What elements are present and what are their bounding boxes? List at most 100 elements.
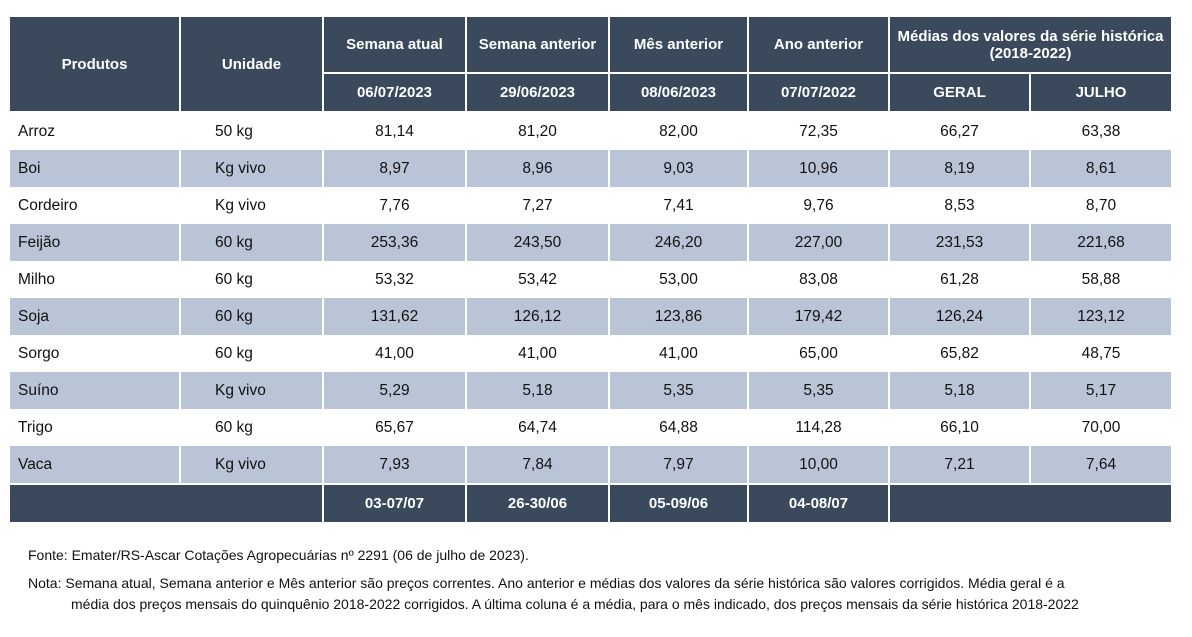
cell-julho: 8,61: [1029, 150, 1173, 187]
cell-produto: Sorgo: [8, 335, 181, 372]
cell-julho: 58,88: [1029, 261, 1173, 298]
header-date-semana-atual: 06/07/2023: [322, 72, 467, 113]
cell-semana-atual: 5,29: [322, 372, 467, 409]
table-row: Feijão 60 kg 253,36 243,50 246,20 227,00…: [8, 224, 1173, 261]
cell-geral: 8,19: [888, 150, 1031, 187]
cell-unidade: 60 kg: [179, 335, 324, 372]
cell-julho: 123,12: [1029, 298, 1173, 335]
footer-mes-anterior: 05-09/06: [608, 483, 749, 524]
notes-section: Fonte: Emater/RS-Ascar Cotações Agropecu…: [8, 545, 1183, 615]
table-footer-row: 03-07/07 26-30/06 05-09/06 04-08/07: [8, 483, 1173, 524]
cell-semana-anterior: 7,27: [465, 187, 610, 224]
source-note: Fonte: Emater/RS-Ascar Cotações Agropecu…: [28, 547, 529, 563]
cell-mes-anterior: 123,86: [608, 298, 749, 335]
cell-mes-anterior: 64,88: [608, 409, 749, 446]
cell-unidade: 60 kg: [179, 409, 324, 446]
cell-unidade: Kg vivo: [179, 372, 324, 409]
cell-ano-anterior: 9,76: [747, 187, 890, 224]
header-ano-anterior: Ano anterior: [747, 15, 890, 74]
cell-semana-atual: 253,36: [322, 224, 467, 261]
cell-semana-atual: 53,32: [322, 261, 467, 298]
table-row: Trigo 60 kg 65,67 64,74 64,88 114,28 66,…: [8, 409, 1173, 446]
cell-julho: 8,70: [1029, 187, 1173, 224]
header-semana-atual: Semana atual: [322, 15, 467, 74]
header-produtos: Produtos: [8, 15, 181, 113]
cell-semana-atual: 8,97: [322, 150, 467, 187]
cell-semana-atual: 65,67: [322, 409, 467, 446]
footer-medias-blank: [888, 483, 1173, 524]
table-row: Milho 60 kg 53,32 53,42 53,00 83,08 61,2…: [8, 261, 1173, 298]
cell-geral: 231,53: [888, 224, 1031, 261]
cell-produto: Feijão: [8, 224, 181, 261]
cell-mes-anterior: 82,00: [608, 112, 749, 150]
header-date-semana-anterior: 29/06/2023: [465, 72, 610, 113]
header-mes-anterior: Mês anterior: [608, 15, 749, 74]
cell-unidade: Kg vivo: [179, 187, 324, 224]
cell-julho: 7,64: [1029, 446, 1173, 484]
header-date-mes-anterior: 08/06/2023: [608, 72, 749, 113]
cell-semana-anterior: 126,12: [465, 298, 610, 335]
cell-unidade: 50 kg: [179, 112, 324, 150]
table-row: Cordeiro Kg vivo 7,76 7,27 7,41 9,76 8,5…: [8, 187, 1173, 224]
cell-julho: 48,75: [1029, 335, 1173, 372]
cell-produto: Trigo: [8, 409, 181, 446]
cell-mes-anterior: 53,00: [608, 261, 749, 298]
header-medias: Médias dos valores da série histórica (2…: [888, 15, 1173, 74]
cell-unidade: Kg vivo: [179, 150, 324, 187]
cell-ano-anterior: 114,28: [747, 409, 890, 446]
cell-mes-anterior: 9,03: [608, 150, 749, 187]
cell-ano-anterior: 72,35: [747, 112, 890, 150]
nota-line-2: média dos preços mensais do quinquênio 2…: [71, 596, 1079, 612]
cell-produto: Soja: [8, 298, 181, 335]
table-row: Sorgo 60 kg 41,00 41,00 41,00 65,00 65,8…: [8, 335, 1173, 372]
cell-julho: 221,68: [1029, 224, 1173, 261]
cell-unidade: Kg vivo: [179, 446, 324, 484]
cell-semana-anterior: 7,84: [465, 446, 610, 484]
cell-geral: 65,82: [888, 335, 1031, 372]
cell-produto: Cordeiro: [8, 187, 181, 224]
cell-semana-atual: 81,14: [322, 112, 467, 150]
footer-semana-anterior: 26-30/06: [465, 483, 610, 524]
nota-line-1: Nota: Semana atual, Semana anterior e Mê…: [28, 575, 1065, 591]
cell-semana-anterior: 41,00: [465, 335, 610, 372]
cell-unidade: 60 kg: [179, 224, 324, 261]
cell-mes-anterior: 5,35: [608, 372, 749, 409]
cell-mes-anterior: 246,20: [608, 224, 749, 261]
price-table: Produtos Unidade Semana atual Semana ant…: [8, 15, 1173, 524]
cell-produto: Boi: [8, 150, 181, 187]
cell-ano-anterior: 10,96: [747, 150, 890, 187]
cell-ano-anterior: 227,00: [747, 224, 890, 261]
cell-ano-anterior: 5,35: [747, 372, 890, 409]
cell-julho: 63,38: [1029, 112, 1173, 150]
cell-geral: 5,18: [888, 372, 1031, 409]
cell-ano-anterior: 10,00: [747, 446, 890, 484]
footer-blank: [8, 483, 324, 524]
cell-produto: Arroz: [8, 112, 181, 150]
cell-mes-anterior: 41,00: [608, 335, 749, 372]
cell-julho: 70,00: [1029, 409, 1173, 446]
cell-semana-anterior: 5,18: [465, 372, 610, 409]
cell-ano-anterior: 179,42: [747, 298, 890, 335]
cell-semana-anterior: 8,96: [465, 150, 610, 187]
cell-julho: 5,17: [1029, 372, 1173, 409]
cell-produto: Suíno: [8, 372, 181, 409]
cell-semana-anterior: 64,74: [465, 409, 610, 446]
cell-geral: 66,10: [888, 409, 1031, 446]
cell-semana-atual: 7,93: [322, 446, 467, 484]
cell-semana-anterior: 243,50: [465, 224, 610, 261]
cell-semana-atual: 41,00: [322, 335, 467, 372]
header-julho: JULHO: [1029, 72, 1173, 113]
table-row: Soja 60 kg 131,62 126,12 123,86 179,42 1…: [8, 298, 1173, 335]
cell-ano-anterior: 83,08: [747, 261, 890, 298]
cell-semana-atual: 7,76: [322, 187, 467, 224]
table-row: Vaca Kg vivo 7,93 7,84 7,97 10,00 7,21 7…: [8, 446, 1173, 484]
price-table-container: Produtos Unidade Semana atual Semana ant…: [8, 15, 1173, 524]
cell-produto: Milho: [8, 261, 181, 298]
table-row: Boi Kg vivo 8,97 8,96 9,03 10,96 8,19 8,…: [8, 150, 1173, 187]
table-row: Arroz 50 kg 81,14 81,20 82,00 72,35 66,2…: [8, 112, 1173, 150]
cell-geral: 126,24: [888, 298, 1031, 335]
cell-unidade: 60 kg: [179, 261, 324, 298]
cell-produto: Vaca: [8, 446, 181, 484]
cell-semana-atual: 131,62: [322, 298, 467, 335]
header-geral: GERAL: [888, 72, 1031, 113]
